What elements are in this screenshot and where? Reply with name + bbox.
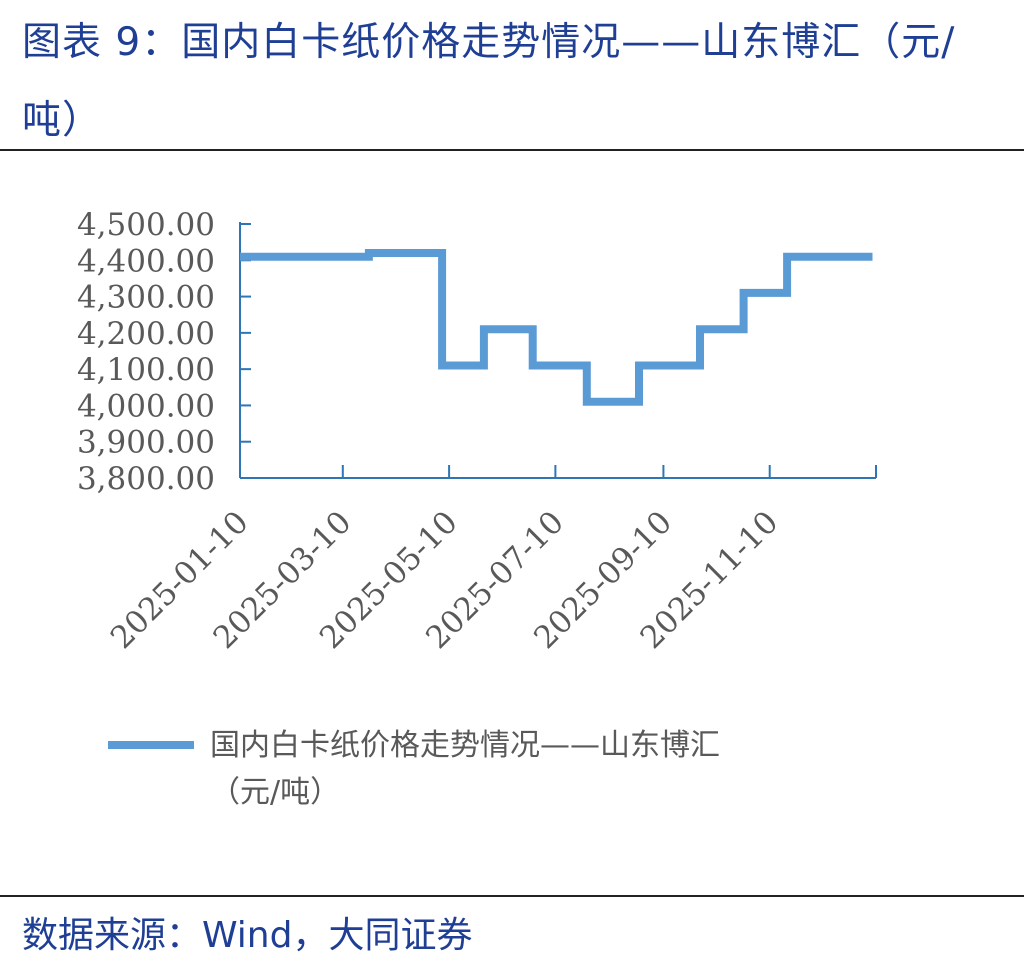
y-axis: 3,800.003,900.004,000.004,100.004,200.00… xyxy=(77,207,251,497)
y-tick-label: 3,800.00 xyxy=(77,461,215,497)
y-tick-label: 4,100.00 xyxy=(77,352,215,388)
y-tick-label: 3,900.00 xyxy=(77,425,215,461)
chart-title: 图表 9：国内白卡纸价格走势情况——山东博汇（元/吨） xyxy=(22,20,956,143)
y-tick-label: 4,200.00 xyxy=(77,316,215,352)
top-rule xyxy=(0,149,1024,151)
legend-label: 国内白卡纸价格走势情况——山东博汇 xyxy=(210,728,720,763)
y-tick-label: 4,500.00 xyxy=(77,207,215,243)
y-tick-label: 4,400.00 xyxy=(77,243,215,279)
y-tick-label: 4,000.00 xyxy=(77,388,215,424)
x-axis: 2025-01-102025-03-102025-05-102025-07-10… xyxy=(104,465,877,656)
legend: 国内白卡纸价格走势情况——山东博汇 （元/吨） xyxy=(108,728,720,810)
bottom-rule xyxy=(0,895,1024,897)
series-line xyxy=(240,249,873,406)
data-source: 数据来源：Wind，大同证券 xyxy=(22,915,473,956)
price-chart: 3,800.003,900.004,000.004,100.004,200.00… xyxy=(77,207,877,810)
plot-area xyxy=(240,249,873,406)
y-tick-label: 4,300.00 xyxy=(77,280,215,316)
legend-label-unit: （元/吨） xyxy=(210,775,340,810)
